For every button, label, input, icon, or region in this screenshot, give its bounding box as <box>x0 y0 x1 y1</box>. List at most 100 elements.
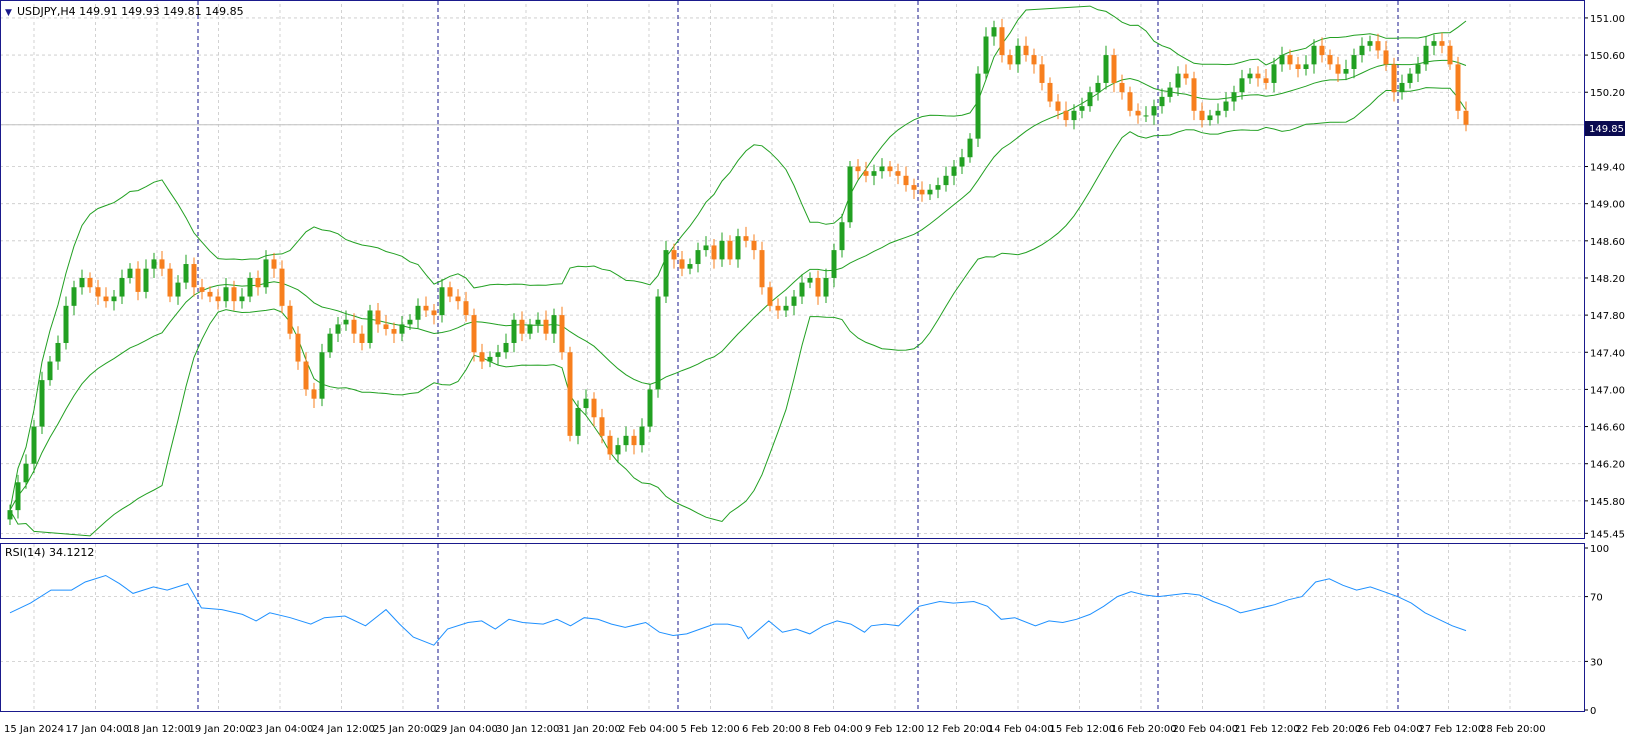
candle-body <box>327 333 333 353</box>
candle-body <box>543 319 549 334</box>
candle-body <box>551 315 557 334</box>
candle-body <box>119 277 125 297</box>
candle-body <box>975 73 981 139</box>
price-tick-label: 145.80 <box>1590 497 1625 508</box>
candle-body <box>287 305 293 334</box>
candle-body <box>775 305 781 311</box>
candle-body <box>191 264 197 288</box>
candle-body <box>223 287 229 302</box>
candle-body <box>159 259 165 269</box>
candle-body <box>263 259 269 288</box>
candle-body <box>759 250 765 288</box>
candle-body <box>935 185 941 190</box>
candle-body <box>655 296 661 390</box>
candle-body <box>1255 73 1261 79</box>
price-tick-label: 151.00 <box>1590 14 1625 25</box>
candle-body <box>471 315 477 353</box>
candle-body <box>1399 82 1405 93</box>
candle-body <box>431 310 437 316</box>
candle-body <box>871 171 877 176</box>
candle-body <box>567 352 573 436</box>
candle-body <box>439 287 445 316</box>
candle-body <box>1055 101 1061 111</box>
candle-body <box>199 287 205 292</box>
candle-body <box>351 319 357 334</box>
candle-body <box>559 315 565 353</box>
price-tick-label: 149.00 <box>1590 200 1625 211</box>
candle-body <box>15 482 21 511</box>
time-tick-label: 5 Feb 12:00 <box>681 724 740 735</box>
candle-body <box>1239 78 1245 93</box>
candle-body <box>23 463 29 483</box>
candle-body <box>671 250 677 260</box>
candle-body <box>335 324 341 334</box>
candle-body <box>719 240 725 260</box>
candle-body <box>1303 64 1309 70</box>
candle-body <box>1447 45 1453 65</box>
candle-body <box>927 189 933 195</box>
candle-body <box>71 287 77 306</box>
candle-body <box>687 264 693 269</box>
candle-body <box>519 319 525 334</box>
candle-body <box>239 296 245 302</box>
candle-body <box>1455 64 1461 111</box>
candle-body <box>391 329 397 334</box>
candle-body <box>1407 73 1413 83</box>
price-tick-label: 146.60 <box>1590 423 1625 434</box>
candle-body <box>319 352 325 399</box>
candle-body <box>887 166 893 172</box>
candle-body <box>967 138 973 158</box>
candle-body <box>103 296 109 302</box>
candle-body <box>575 407 581 436</box>
candle-body <box>135 268 141 292</box>
candle-body <box>1287 55 1293 65</box>
candle-body <box>151 259 157 269</box>
candle-body <box>711 245 717 260</box>
candle-body <box>1359 45 1365 56</box>
rsi-pane-frame <box>0 543 1585 712</box>
time-tick-label: 19 Jan 20:00 <box>189 724 252 735</box>
current-price-badge <box>1585 121 1625 136</box>
candle-body <box>799 282 805 297</box>
candle-body <box>959 157 965 167</box>
price-tick-label: 148.60 <box>1590 237 1625 248</box>
price-tick-label: 149.40 <box>1590 163 1625 174</box>
symbol-info: USDJPY,H4 149.91 149.93 149.81 149.85 <box>17 5 244 18</box>
time-tick-label: 20 Feb 04:00 <box>1173 724 1239 735</box>
candle-body <box>1311 45 1317 65</box>
candle-body <box>631 435 637 446</box>
candle-body <box>903 175 909 186</box>
time-tick-label: 21 Feb 12:00 <box>1234 724 1300 735</box>
candle-body <box>815 277 821 297</box>
time-tick-label: 18 Jan 12:00 <box>127 724 190 735</box>
time-tick-label: 23 Jan 04:00 <box>250 724 313 735</box>
candle-body <box>807 277 813 283</box>
candle-body <box>87 277 93 288</box>
candle-body <box>1127 92 1133 111</box>
bollinger-middle <box>9 59 1467 511</box>
candle-body <box>1143 115 1149 117</box>
candle-body <box>247 277 253 297</box>
candle-body <box>535 319 541 325</box>
candle-body <box>303 361 309 390</box>
candle-body <box>1079 106 1085 111</box>
collapse-arrow-icon[interactable]: ▼ <box>5 8 12 18</box>
candle-body <box>1215 110 1221 116</box>
candle-body <box>791 296 797 306</box>
candle-body <box>1151 106 1157 116</box>
candle-body <box>487 356 493 362</box>
candle-body <box>383 324 389 330</box>
candle-body <box>879 166 885 172</box>
candle-body <box>783 305 789 311</box>
candle-body <box>1391 64 1397 93</box>
candle-body <box>1463 110 1469 125</box>
candle-body <box>647 389 653 427</box>
bollinger-upper <box>9 5 1467 511</box>
candle-body <box>727 240 733 260</box>
time-tick-label: 31 Jan 20:00 <box>558 724 621 735</box>
candle-body <box>1023 45 1029 56</box>
candle-body <box>167 268 173 297</box>
candle-body <box>1295 64 1301 70</box>
